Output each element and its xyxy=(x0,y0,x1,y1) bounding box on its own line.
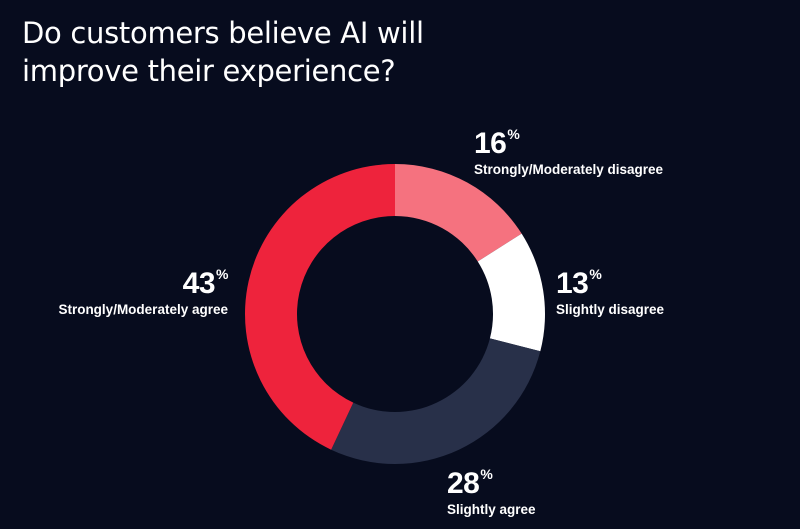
category-label-slightly-agree: Slightly agree xyxy=(447,502,536,517)
chart-title-line-2: improve their experience? xyxy=(22,54,396,88)
slice-strongly-moderately-disagree xyxy=(395,164,522,262)
value-label-strongly-moderately-disagree: 16% xyxy=(474,126,520,160)
chart-title-line-1: Do customers believe AI will xyxy=(22,16,424,50)
value-label-strongly-moderately-agree: 43% xyxy=(182,266,229,300)
label-slightly-disagree: 13% Slightly disagree xyxy=(556,258,664,318)
slice-strongly-moderately-agree xyxy=(245,164,395,450)
label-strongly-moderately-agree: 43% Strongly/Moderately agree xyxy=(58,258,228,318)
chart-title: Do customers believe AI will improve the… xyxy=(22,14,582,90)
donut-slices xyxy=(245,164,545,464)
category-label-strongly-moderately-disagree: Strongly/Moderately disagree xyxy=(474,162,664,177)
category-label-slightly-disagree: Slightly disagree xyxy=(556,302,665,317)
slice-slightly-disagree xyxy=(477,233,545,352)
category-label-strongly-moderately-agree: Strongly/Moderately agree xyxy=(58,302,228,317)
label-strongly-moderately-disagree: 16% Strongly/Moderately disagree xyxy=(474,118,663,178)
slice-slightly-agree xyxy=(331,338,541,464)
value-label-slightly-agree: 28% xyxy=(447,466,493,500)
value-label-slightly-disagree: 13% xyxy=(556,266,602,300)
label-slightly-agree: 28% Slightly agree xyxy=(447,458,536,518)
